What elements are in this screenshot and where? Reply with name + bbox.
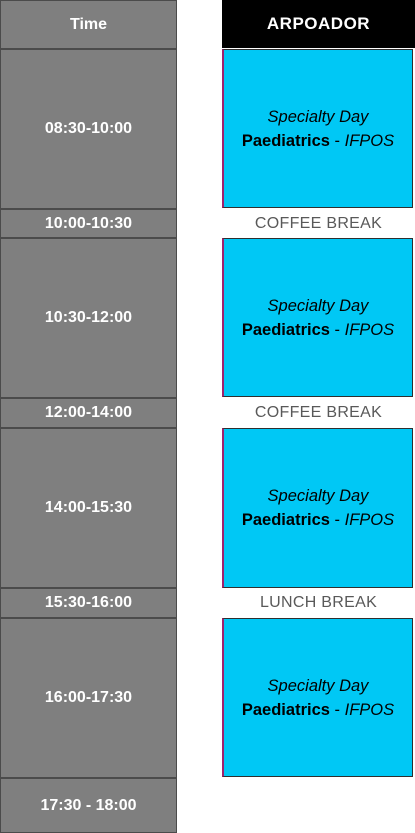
time-slot-5: 14:00-15:30 [0, 428, 177, 588]
break-label-1: COFFEE BREAK [254, 214, 383, 232]
time-slot-2: 10:00-10:30 [0, 209, 177, 238]
time-header: Time [0, 0, 177, 49]
session-block-3[interactable]: Specialty Day Paediatrics - IFPOS [222, 428, 413, 588]
session-organizer: IFPOS [344, 511, 395, 529]
session-subtitle: Paediatrics - IFPOS [242, 698, 394, 722]
session-subtitle: Paediatrics - IFPOS [242, 318, 394, 342]
session-block-4[interactable]: Specialty Day Paediatrics - IFPOS [222, 618, 413, 777]
session-separator: - [329, 131, 345, 150]
time-column: Time 08:30-10:00 10:00-10:30 10:30-12:00… [0, 0, 179, 833]
session-subject: Paediatrics [241, 320, 330, 339]
session-title: Specialty Day [267, 296, 369, 315]
session-separator: - [329, 320, 345, 339]
time-slot-4: 12:00-14:00 [0, 398, 177, 428]
session-title: Specialty Day [267, 487, 369, 505]
venue-column: ARPOADOR Specialty Day Paediatrics - IFP… [222, 0, 415, 833]
session-title: Specialty Day [267, 107, 369, 126]
time-slot-3: 10:30-12:00 [0, 238, 177, 398]
session-subject: Paediatrics [241, 700, 330, 719]
session-title: Specialty Day [267, 676, 369, 695]
session-subject: Paediatrics [241, 131, 330, 150]
session-subtitle: Paediatrics - IFPOS [242, 129, 394, 153]
time-slot-6: 15:30-16:00 [0, 588, 177, 618]
time-slot-8: 17:30 - 18:00 [0, 778, 177, 833]
break-label-3: LUNCH BREAK [259, 594, 378, 611]
break-label-2: COFFEE BREAK [254, 404, 383, 421]
session-separator: - [329, 511, 345, 529]
session-separator: - [329, 700, 345, 719]
session-block-1[interactable]: Specialty Day Paediatrics - IFPOS [222, 49, 413, 208]
time-slot-1: 08:30-10:00 [0, 49, 177, 209]
session-organizer: IFPOS [344, 320, 395, 339]
venue-header: ARPOADOR [222, 0, 415, 48]
session-organizer: IFPOS [344, 700, 395, 719]
session-organizer: IFPOS [344, 131, 395, 150]
session-subject: Paediatrics [241, 511, 330, 529]
time-slot-7: 16:00-17:30 [0, 618, 177, 778]
session-block-2[interactable]: Specialty Day Paediatrics - IFPOS [222, 238, 413, 397]
session-subtitle: Paediatrics - IFPOS [242, 508, 394, 532]
